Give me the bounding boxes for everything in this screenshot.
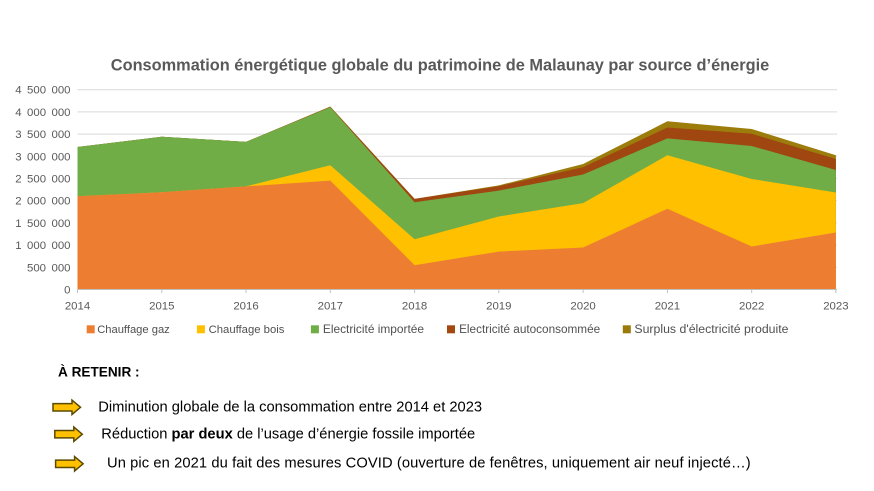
svg-text:4 000 000: 4 000 000 — [15, 107, 70, 119]
svg-text:3 000 000: 3 000 000 — [15, 151, 70, 163]
svg-text:2022: 2022 — [739, 300, 764, 312]
svg-text:Chauffage gaz: Chauffage gaz — [97, 324, 170, 336]
svg-text:3 500 000: 3 500 000 — [15, 129, 70, 141]
svg-text:À RETENIR :: À RETENIR : — [58, 365, 140, 380]
svg-text:Réduction par deux de l’usage: Réduction par deux de l’usage d’énergie … — [101, 426, 475, 442]
svg-text:2016: 2016 — [233, 300, 258, 312]
svg-text:2 000 000: 2 000 000 — [15, 196, 70, 208]
svg-text:500 000: 500 000 — [27, 262, 70, 274]
svg-text:Electricité importée: Electricité importée — [323, 322, 424, 336]
svg-text:2023: 2023 — [823, 300, 848, 312]
svg-text:2018: 2018 — [402, 300, 427, 312]
svg-text:2020: 2020 — [570, 300, 595, 312]
svg-text:Chauffage bois: Chauffage bois — [209, 324, 285, 336]
svg-text:1 000 000: 1 000 000 — [15, 240, 70, 252]
svg-text:Consommation énergétique globa: Consommation énergétique globale du patr… — [111, 57, 769, 75]
svg-text:2 500 000: 2 500 000 — [15, 174, 70, 186]
svg-text:4 500 000: 4 500 000 — [15, 85, 70, 97]
svg-text:2019: 2019 — [486, 300, 511, 312]
svg-text:1 500 000: 1 500 000 — [15, 218, 70, 230]
svg-text:2017: 2017 — [318, 300, 343, 312]
svg-text:2014: 2014 — [65, 300, 90, 312]
svg-text:2015: 2015 — [149, 300, 174, 312]
svg-text:0: 0 — [64, 285, 70, 297]
svg-text:Diminution globale de la conso: Diminution globale de la consommation en… — [98, 399, 482, 415]
svg-text:Un pic en 2021 du fait des mes: Un pic en 2021 du fait des mesures COVID… — [107, 456, 751, 472]
svg-text:Surplus d'électricité produite: Surplus d'électricité produite — [634, 322, 788, 336]
svg-text:Electricité autoconsommée: Electricité autoconsommée — [459, 323, 601, 336]
svg-text:2021: 2021 — [655, 300, 680, 312]
